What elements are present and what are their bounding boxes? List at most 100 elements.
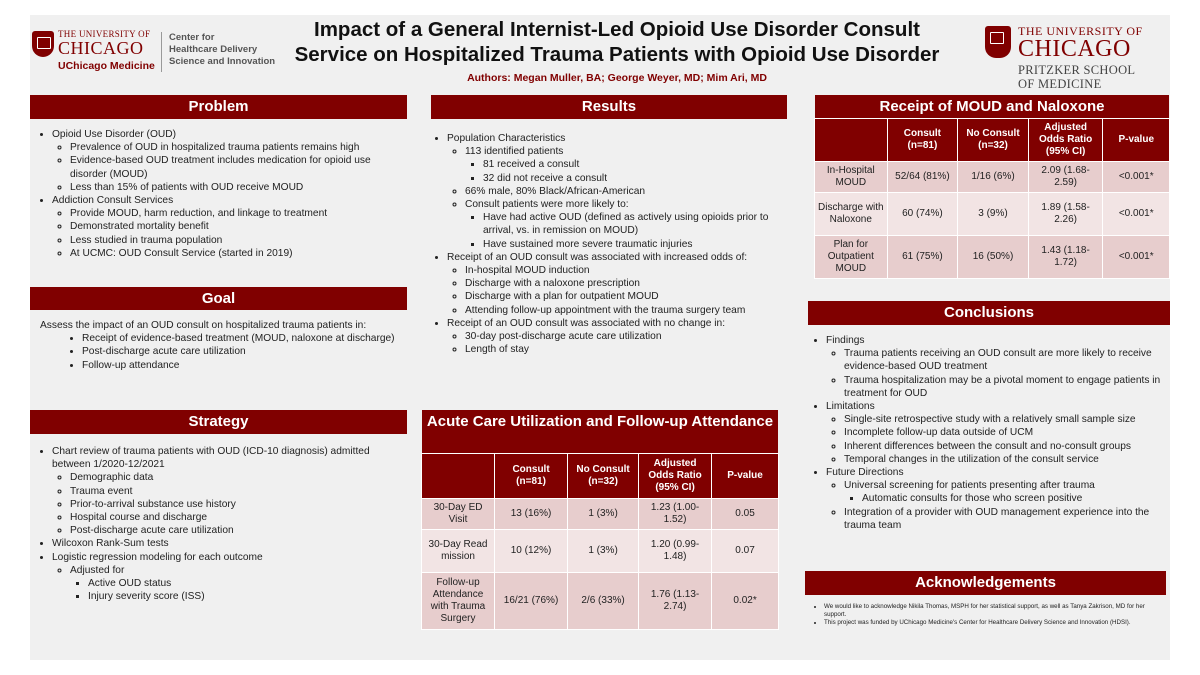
list-item: Integration of a provider with OUD manag… [844,506,1167,532]
table-cell: 1.43 (1.18-1.72) [1028,236,1103,278]
list-item: Receipt of an OUD consult was associated… [447,251,785,264]
table-row: Plan for Outpatient MOUD 61 (75%) 16 (50%)… [815,236,1169,278]
table-cell: 1.76 (1.13-2.74) [639,573,712,629]
list-item: Incomplete follow-up data outside of UCM [844,426,1167,439]
list-item: Temporal changes in the utilization of t… [844,453,1167,466]
table-header: Adjusted Odds Ratio (95% CI) [1028,119,1103,161]
table-row: 30-Day Readmission 10 (12%) 1 (3%) 1.20 (0.… [422,530,778,572]
logo-divider [161,32,162,72]
acknowledgements-list: We would like to acknowledge Nikila Thom… [814,603,1164,627]
list-item: Population Characteristics [447,132,785,145]
hdsi-center-name: Center for Healthcare Delivery Science a… [169,32,276,67]
list-item: Trauma event [70,485,403,498]
table-cell: 1.89 (1.58-2.26) [1028,193,1103,235]
list-item: Demographic data [70,471,403,484]
list-item: Universal screening for patients present… [844,479,1167,492]
table-cell: In-Hospital MOUD [815,162,887,192]
moud-heading: Receipt of MOUD and Naloxone [815,95,1169,119]
table-row: In-Hospital MOUD 52/64 (81%) 1/16 (6%) 2.09… [815,162,1169,192]
logo-line-medicine: OF MEDICINE [1018,77,1102,91]
list-item: Have sustained more severe traumatic inj… [483,238,785,251]
list-item: Prior-to-arrival substance use history [70,498,403,511]
conclusions-heading: Conclusions [808,301,1170,325]
table-cell: 61 (75%) [887,236,958,278]
table-cell: 30-Day Readmission [422,530,495,572]
table-cell: 30-Day ED Visit [422,499,495,529]
acute-care-table: Consult (n=81) No Consult (n=32) Adjuste… [421,453,779,630]
list-item: Chart review of trauma patients with OUD… [52,445,403,471]
table-header: P-value [1103,119,1169,161]
results-list: Population Characteristics 113 identifie… [433,132,785,356]
strategy-heading: Strategy [30,410,407,434]
list-item: Less studied in trauma population [70,234,403,247]
list-item: Trauma patients receiving an OUD consult… [844,347,1167,373]
logo-line-university: THE UNIVERSITY OF [1018,24,1143,38]
table-cell: 0.05 [712,499,778,529]
table-header [815,119,887,161]
list-item: Discharge with a naloxone prescription [465,277,785,290]
list-item: Limitations [826,400,1167,413]
problem-list: Opioid Use Disorder (OUD) Prevalence of … [38,128,403,260]
acute-care-heading: Acute Care Utilization and Follow-up Att… [422,410,778,454]
table-row: Discharge with Naloxone 60 (74%) 3 (9%) 1.8… [815,193,1169,235]
table-row: 30-Day ED Visit 13 (16%) 1 (3%) 1.23 (1.00-… [422,499,778,529]
table-cell: 0.02* [712,573,778,629]
table-cell: 10 (12%) [495,530,568,572]
list-item: This project was funded by UChicago Medi… [824,619,1164,627]
poster-authors: Authors: Megan Muller, BA; George Weyer,… [467,72,767,84]
list-item: Future Directions [826,466,1167,479]
list-item: Prevalence of OUD in hospitalized trauma… [70,141,403,154]
list-item: Automatic consults for those who screen … [862,492,1167,505]
list-item: Less than 15% of patients with OUD recei… [70,181,403,194]
list-item: Post-discharge acute care utilization [82,345,402,358]
poster-title: Impact of a General Internist-Led Opioid… [294,18,940,66]
table-cell: 1.20 (0.99-1.48) [639,530,712,572]
list-item: 30-day post-discharge acute care utiliza… [465,330,785,343]
acknowledgements-heading: Acknowledgements [805,571,1166,595]
list-item: Length of stay [465,343,785,356]
table-cell: <0.001* [1103,193,1169,235]
table-cell: 16 (50%) [958,236,1028,278]
conclusions-list: Findings Trauma patients receiving an OU… [812,334,1167,532]
table-header [422,454,495,498]
list-item: Receipt of an OUD consult was associated… [447,317,785,330]
list-item: Injury severity score (ISS) [88,590,403,603]
goal-list: Assess the impact of an OUD consult on h… [40,319,402,372]
table-cell: 1 (3%) [568,530,639,572]
list-item: Provide MOUD, harm reduction, and linkag… [70,207,403,220]
results-heading: Results [431,95,787,119]
list-item: Single-site retrospective study with a r… [844,413,1167,426]
goal-heading: Goal [30,287,407,310]
list-item: Discharge with a plan for outpatient MOU… [465,290,785,303]
list-item: 66% male, 80% Black/African-American [465,185,785,198]
list-item: Adjusted for [70,564,403,577]
logo-line-university: THE UNIVERSITY OF [58,29,151,39]
shield-icon [985,26,1011,58]
table-cell: 60 (74%) [887,193,958,235]
table-cell: 52/64 (81%) [887,162,958,192]
table-cell: <0.001* [1103,162,1169,192]
problem-heading: Problem [30,95,407,119]
list-item: Evidence-based OUD treatment includes me… [70,154,403,180]
list-item: Attending follow-up appointment with the… [465,304,785,317]
table-header: Adjusted Odds Ratio (95% CI) [639,454,712,498]
list-item: Wilcoxon Rank-Sum tests [52,537,403,550]
list-item: Hospital course and discharge [70,511,403,524]
table-cell: 1.23 (1.00-1.52) [639,499,712,529]
list-item: Follow-up attendance [82,359,402,372]
table-cell: 13 (16%) [495,499,568,529]
table-cell: 1/16 (6%) [958,162,1028,192]
list-item: Trauma hospitalization may be a pivotal … [844,374,1167,400]
logo-line-chicago: CHICAGO [1018,36,1131,62]
table-cell: 2/6 (33%) [568,573,639,629]
list-item: Addiction Consult Services [52,194,403,207]
logo-line-pritzker: PRITZKER SCHOOL [1018,63,1136,77]
pritzker-logo: THE UNIVERSITY OF CHICAGO PRITZKER SCHOO… [985,24,1170,94]
logo-line-uchicago-medicine: UChicago Medicine [58,60,155,72]
table-cell: 3 (9%) [958,193,1028,235]
goal-intro: Assess the impact of an OUD consult on h… [40,320,367,331]
list-item: Consult patients were more likely to: [465,198,785,211]
list-item: At UCMC: OUD Consult Service (started in… [70,247,403,260]
table-cell: 1 (3%) [568,499,639,529]
table-cell: Follow-up Attendance with Trauma Surgery [422,573,495,629]
